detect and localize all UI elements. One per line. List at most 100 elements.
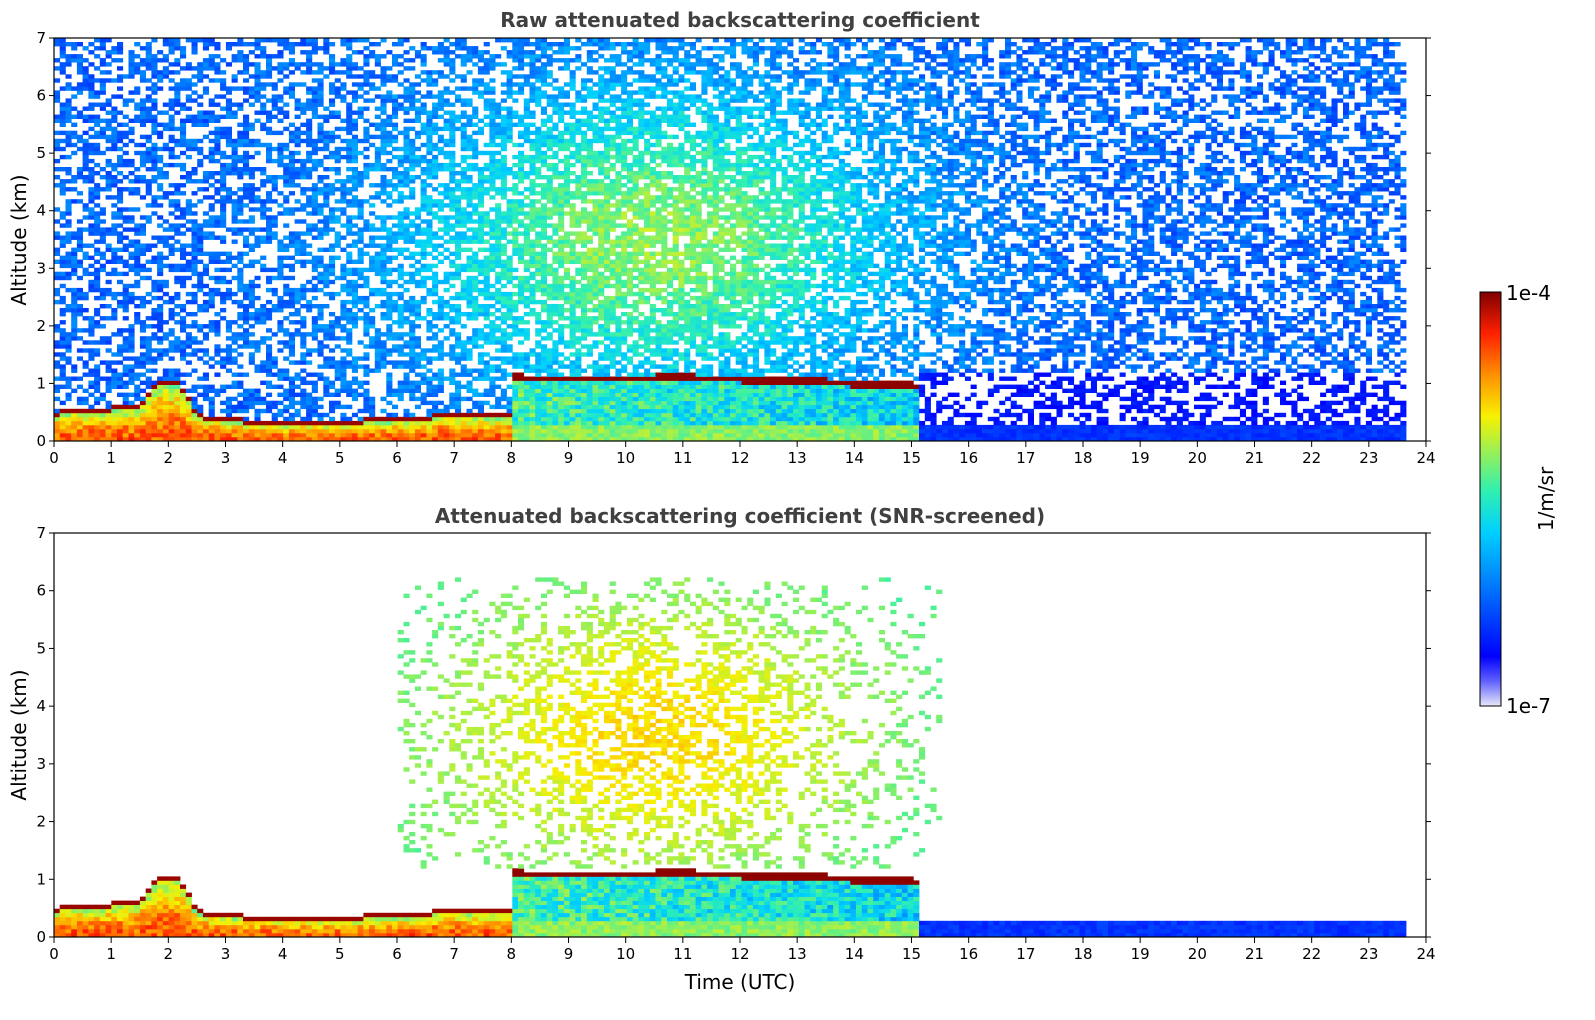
heatmap-cell [237, 287, 244, 293]
heatmap-cell [76, 134, 83, 140]
heatmap-cell [380, 134, 387, 140]
heatmap-cell [254, 167, 261, 172]
heatmap-cell [455, 207, 462, 212]
heatmap-cell [237, 138, 244, 144]
heatmap-cell [495, 263, 502, 269]
heatmap-cell [472, 424, 479, 430]
heatmap-cell [59, 66, 66, 71]
heatmap-cell [363, 299, 370, 305]
heatmap-cell [512, 110, 519, 115]
heatmap-cell [518, 58, 525, 63]
heatmap-cell [225, 344, 232, 349]
heatmap-cell [94, 372, 101, 377]
heatmap-cell [346, 299, 353, 305]
heatmap-cell [266, 227, 273, 232]
heatmap-cell [294, 376, 301, 381]
heatmap-cell [266, 235, 273, 240]
heatmap-cell [460, 215, 467, 220]
heatmap-cell [334, 150, 341, 156]
heatmap-cell [500, 332, 507, 337]
heatmap-cell [306, 175, 313, 180]
heatmap-cell [82, 328, 89, 333]
heatmap-cell [460, 58, 467, 63]
heatmap-cell [88, 340, 95, 345]
heatmap-cell [380, 130, 387, 136]
heatmap-cell [157, 324, 164, 329]
heatmap-cell [495, 336, 502, 341]
heatmap-cell [535, 404, 542, 410]
heatmap-cell [311, 146, 318, 152]
heatmap-cell [128, 118, 135, 123]
heatmap-cell [409, 412, 416, 418]
heatmap-cell [300, 420, 307, 426]
heatmap-cell [111, 215, 118, 220]
heatmap-cell [340, 388, 347, 393]
heatmap-cell [145, 98, 152, 103]
heatmap-cell [340, 154, 347, 160]
heatmap-cell [197, 259, 204, 264]
heatmap-cell [214, 291, 221, 297]
heatmap-cell [162, 420, 169, 426]
heatmap-cell [495, 187, 502, 192]
heatmap-cell [231, 356, 238, 361]
heatmap-cell [363, 243, 370, 248]
heatmap-cell [99, 106, 106, 111]
heatmap-cell [117, 94, 124, 99]
heatmap-cell [157, 392, 164, 397]
heatmap-cell [71, 376, 78, 381]
heatmap-cell [329, 66, 336, 71]
heatmap-cell [151, 437, 158, 442]
heatmap-cell [483, 263, 490, 269]
heatmap-cell [420, 219, 427, 224]
heatmap-cell [117, 231, 124, 236]
heatmap-cell [466, 98, 473, 103]
heatmap-cell [420, 191, 427, 196]
heatmap-cell [294, 312, 301, 317]
heatmap-cell [437, 203, 444, 208]
heatmap-cell [432, 167, 439, 172]
heatmap-cell [374, 54, 381, 59]
heatmap-cell [329, 392, 336, 397]
heatmap-cell [323, 428, 330, 434]
heatmap-cell [443, 203, 450, 208]
heatmap-cell [271, 187, 278, 192]
heatmap-cell [277, 420, 284, 426]
heatmap-cell [76, 231, 83, 236]
heatmap-cell [117, 291, 124, 297]
heatmap-cell [317, 348, 324, 353]
heatmap-cell [294, 420, 301, 426]
heatmap-cell [88, 316, 95, 321]
heatmap-cell [443, 86, 450, 91]
heatmap-cell [237, 255, 244, 260]
heatmap-cell [403, 408, 410, 414]
panel-raw-title: Raw attenuated backscattering coefficien… [500, 8, 980, 32]
heatmap-cell [237, 259, 244, 264]
heatmap-cell [174, 58, 181, 63]
heatmap-cell [374, 437, 381, 442]
heatmap-cell [500, 138, 507, 144]
heatmap-cell [306, 392, 313, 397]
heatmap-cell [426, 356, 433, 361]
heatmap-cell [351, 187, 358, 192]
heatmap-cell [191, 118, 198, 123]
heatmap-cell [82, 179, 89, 184]
heatmap-cell [174, 90, 181, 95]
heatmap-cell [214, 171, 221, 176]
heatmap-cell [495, 412, 502, 418]
heatmap-cell [260, 74, 267, 79]
heatmap-cell [443, 304, 450, 309]
heatmap-cell [71, 42, 78, 47]
heatmap-cell [134, 106, 141, 111]
heatmap-cell [523, 352, 530, 357]
heatmap-cell [214, 94, 221, 99]
heatmap-cell [191, 259, 198, 264]
heatmap-cell [472, 46, 479, 51]
heatmap-cell [512, 74, 519, 79]
heatmap-cell [191, 408, 198, 414]
heatmap-cell [311, 424, 318, 430]
heatmap-cell [220, 126, 227, 132]
heatmap-cell [180, 328, 187, 333]
heatmap-cell [82, 207, 89, 212]
heatmap-cell [443, 138, 450, 144]
heatmap-cell [117, 171, 124, 176]
